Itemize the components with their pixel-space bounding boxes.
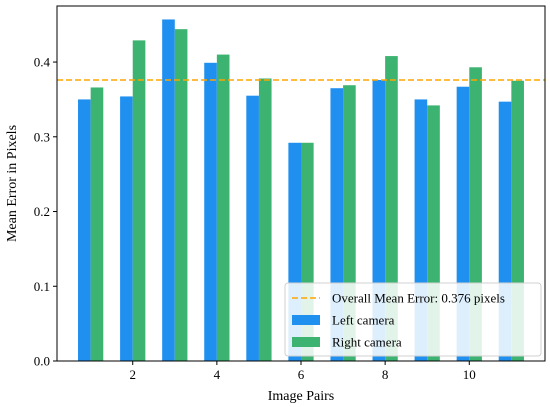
x-tick-label: 4 <box>214 367 221 382</box>
y-tick-label: 0.0 <box>34 354 50 369</box>
x-tick-label: 8 <box>382 367 389 382</box>
left-camera-bar-1 <box>78 99 91 361</box>
y-tick-label: 0.4 <box>34 55 51 70</box>
right-camera-bar-2 <box>132 40 146 362</box>
legend-right-camera-swatch <box>292 337 320 347</box>
right-camera-bar-5 <box>258 78 272 361</box>
x-tick-label: 10 <box>463 367 476 382</box>
legend-box <box>284 282 542 357</box>
left-camera-bar-5 <box>246 95 259 362</box>
x-tick-label: 6 <box>298 367 305 382</box>
legend-right-camera-label: Right camera <box>332 335 402 350</box>
legend-left-camera-label: Left camera <box>332 313 395 328</box>
x-tick-label: 2 <box>129 367 136 382</box>
legend-left-camera-swatch <box>292 315 320 325</box>
left-camera-bar-2 <box>120 96 133 361</box>
left-camera-bar-4 <box>204 62 217 362</box>
y-axis: 0.0 0.1 0.2 0.3 0.4 <box>34 55 57 369</box>
left-camera-bar-3 <box>162 19 175 361</box>
legend: Overall Mean Error: 0.376 pixels Left ca… <box>284 282 542 357</box>
right-camera-bar-3 <box>174 29 188 361</box>
y-tick-label: 0.3 <box>34 129 50 144</box>
y-tick-label: 0.2 <box>34 204 50 219</box>
y-tick-label: 0.1 <box>34 279 50 294</box>
right-camera-bar-1 <box>90 87 104 361</box>
y-axis-label: Mean Error in Pixels <box>5 125 20 242</box>
legend-overall-mean-label: Overall Mean Error: 0.376 pixels <box>332 291 505 306</box>
right-camera-bar-4 <box>216 54 230 361</box>
x-axis: 2 4 6 8 10 <box>129 361 476 382</box>
x-axis-label: Image Pairs <box>268 389 334 404</box>
